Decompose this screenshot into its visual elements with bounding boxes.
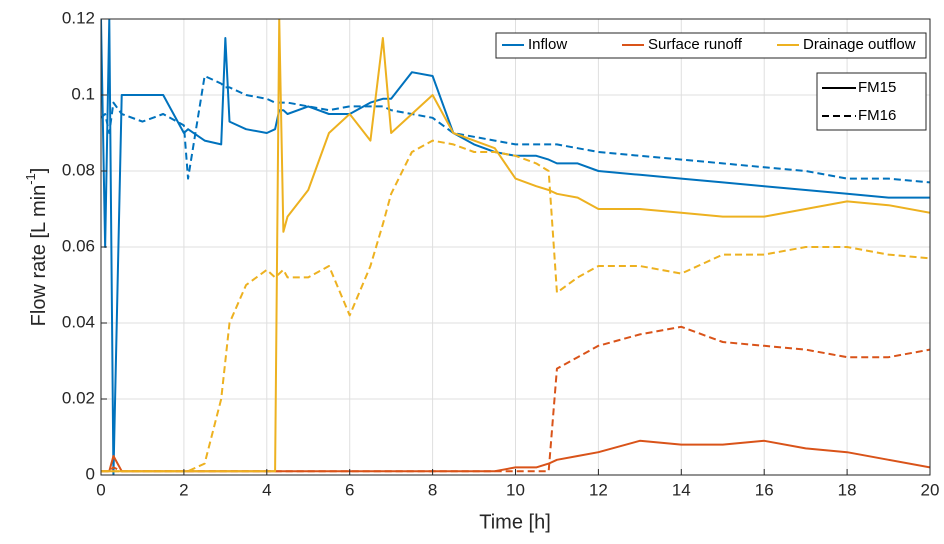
- x-axis-label: Time [h]: [479, 511, 551, 533]
- legend-label: Surface runoff: [648, 36, 743, 53]
- x-tick-label: 16: [755, 480, 774, 499]
- legend-label: Drainage outflow: [803, 36, 916, 53]
- y-tick-label: 0.12: [62, 8, 95, 27]
- y-label-main: Flow rate [L min: [28, 185, 50, 327]
- y-tick-label: 0.06: [62, 236, 95, 255]
- y-tick-label: 0.02: [62, 388, 95, 407]
- legend-label: FM16: [858, 107, 896, 124]
- x-tick-label: 18: [838, 480, 857, 499]
- legend-label: FM15: [858, 79, 896, 96]
- series-line: [101, 75, 930, 184]
- y-tick-label: 0: [86, 464, 95, 483]
- legend-label: Inflow: [528, 36, 567, 53]
- legend-box: [495, 32, 927, 59]
- x-tick-label: 20: [921, 480, 940, 499]
- legend-box: [816, 72, 927, 131]
- x-tick-label: 0: [96, 480, 105, 499]
- y-label-end: ]: [28, 168, 50, 174]
- y-tick-label: 0.04: [62, 312, 95, 331]
- x-tick-label: 14: [672, 480, 691, 499]
- x-tick-label: 12: [589, 480, 608, 499]
- series-line: [101, 139, 930, 473]
- x-tick-label: 10: [506, 480, 525, 499]
- x-tick-label: 8: [428, 480, 437, 499]
- ticks: 0 2 4 6 8 10 12 14 16 18 20 0 0.02 0.04 0.06 0.08 0.1 0.1…: [62, 8, 940, 499]
- x-tick-label: 2: [179, 480, 188, 499]
- x-tick-label: 6: [345, 480, 354, 499]
- y-tick-label: 0.1: [71, 84, 95, 103]
- y-axis-label: Flow rate [L min-1]: [23, 168, 50, 327]
- x-tick-label: 4: [262, 480, 271, 499]
- y-tick-label: 0.08: [62, 160, 95, 179]
- legend: Inflow Surface runoff Drainage outflow FM15…: [495, 32, 927, 131]
- lines: [101, 19, 930, 475]
- y-label-sup: -1: [23, 173, 38, 185]
